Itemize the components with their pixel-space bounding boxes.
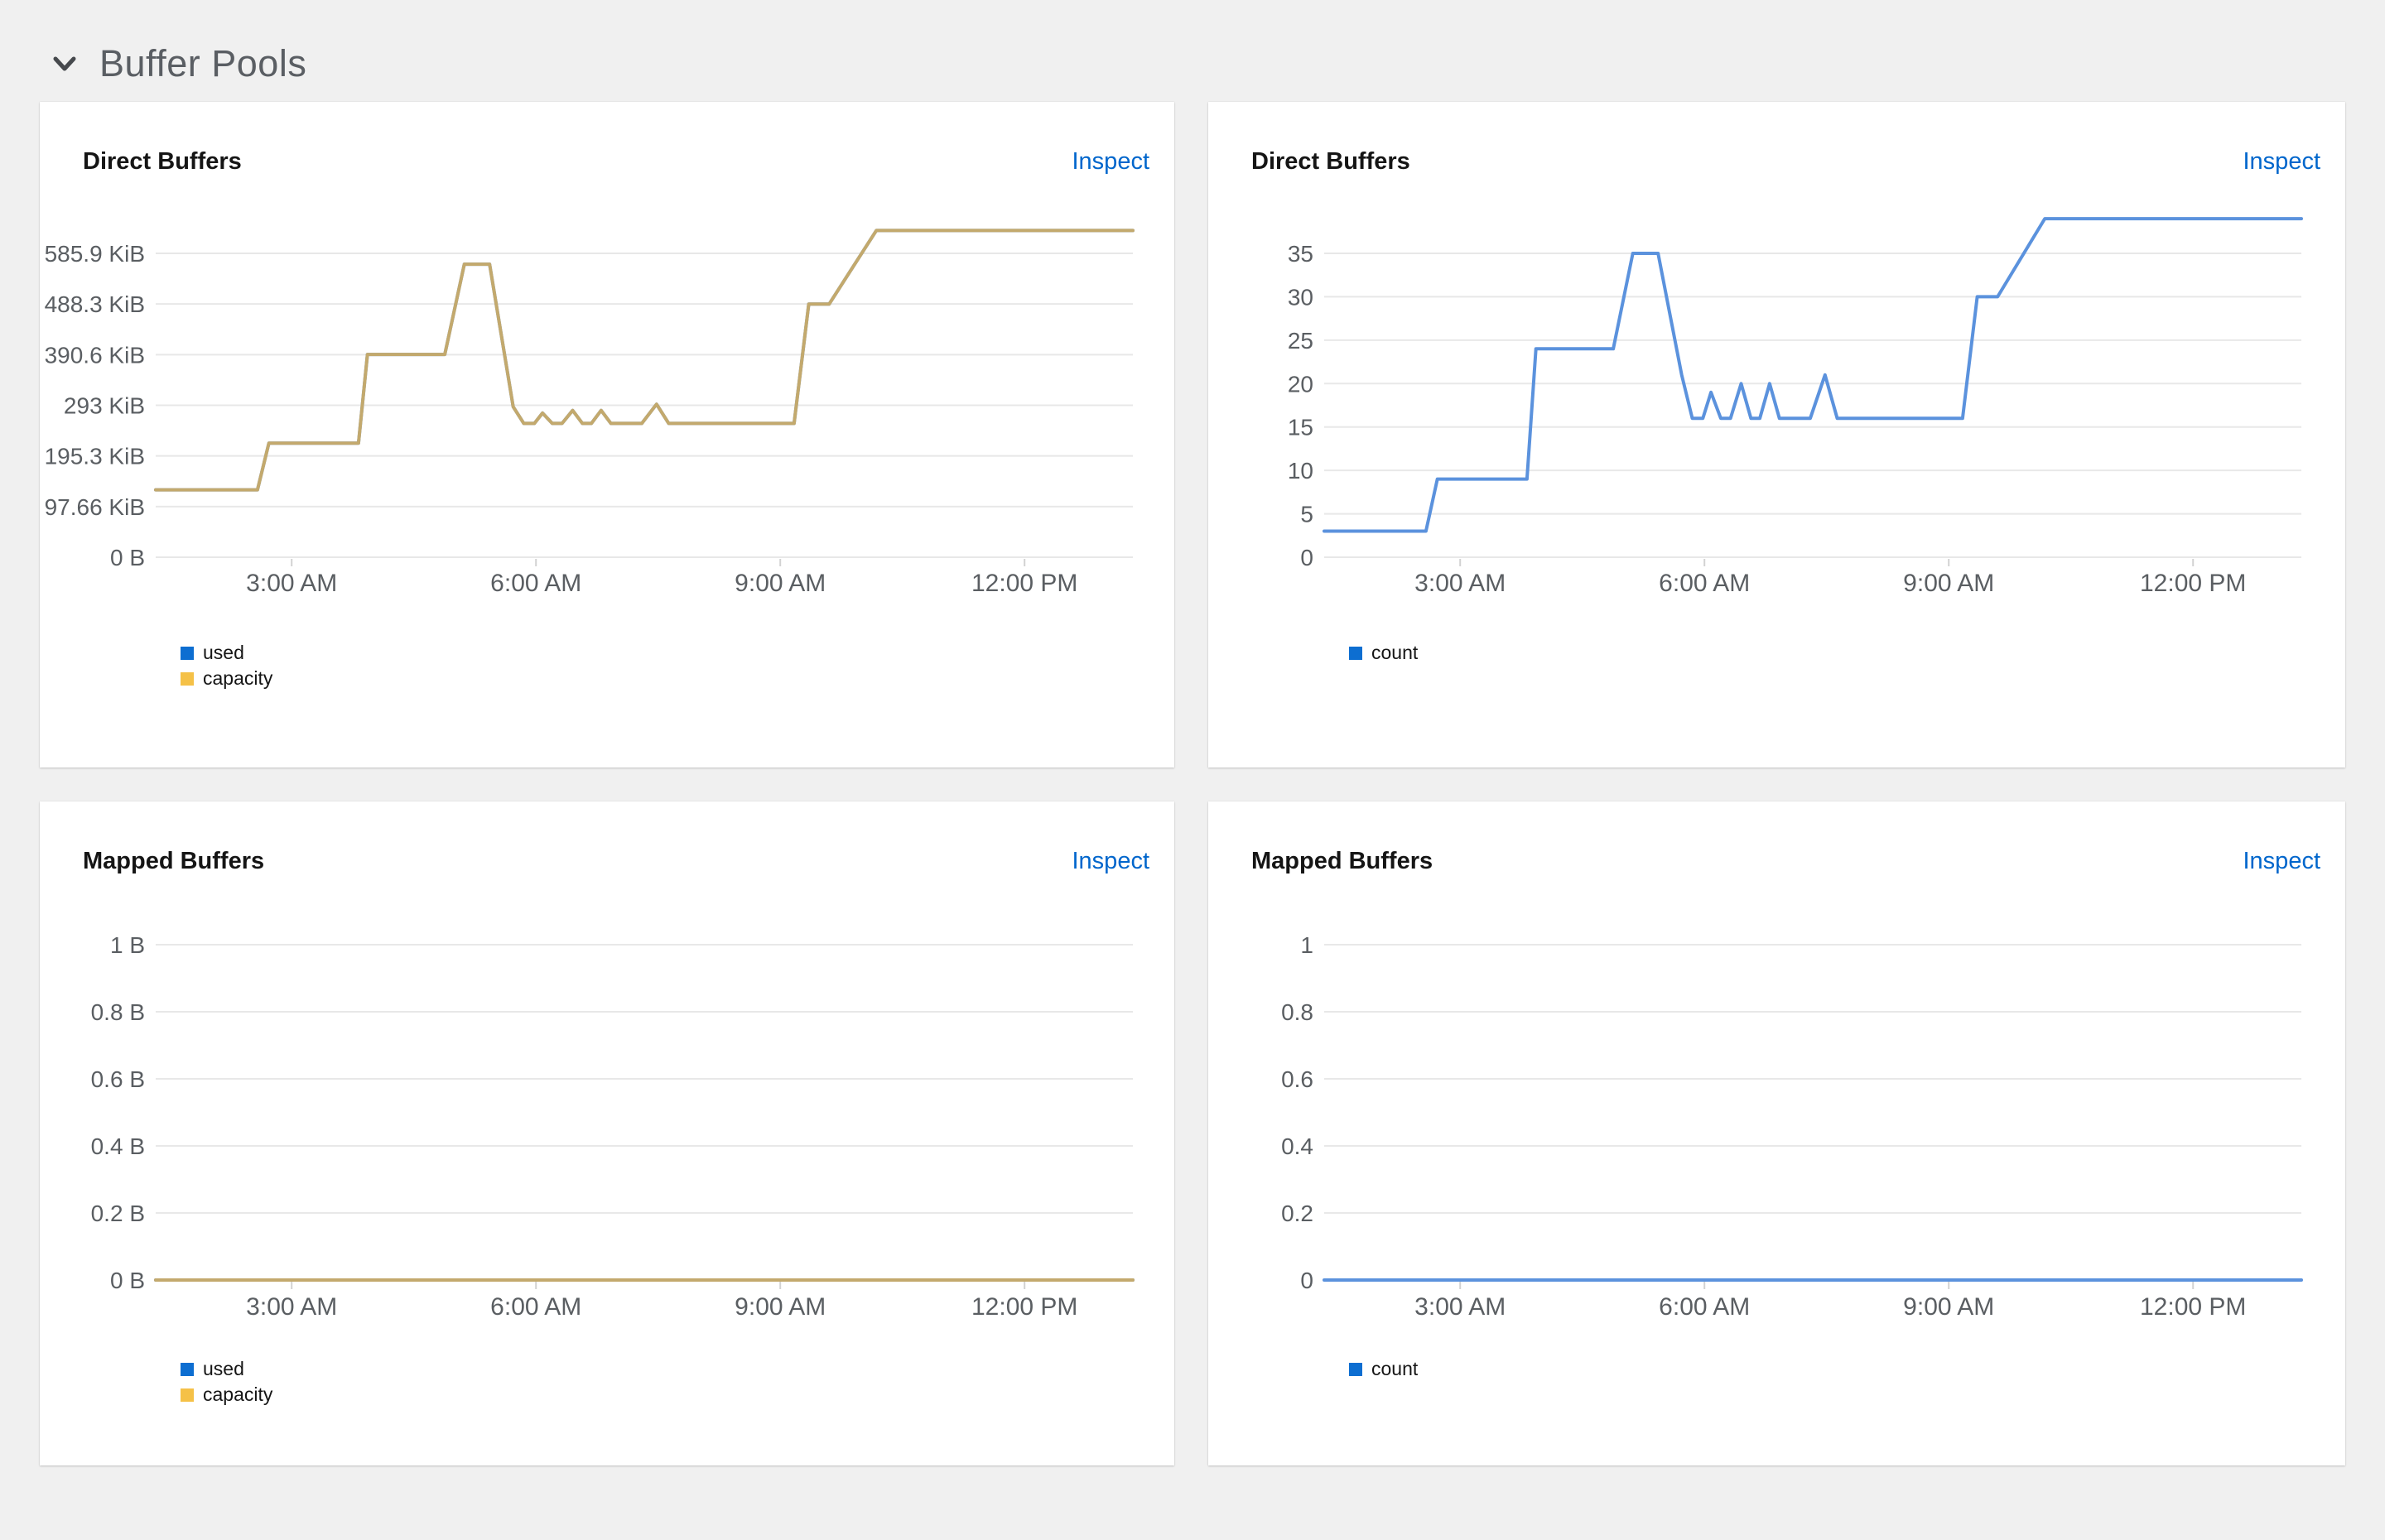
inspect-link[interactable]: Inspect [2243,148,2321,176]
y-axis-label: 1 [1300,932,1313,958]
x-axis-label: 6:00 AM [1659,1293,1750,1321]
y-axis-label: 1 B [110,932,145,958]
chevron-down-icon [50,49,80,79]
chart-legend: used capacity [181,640,272,691]
inspect-link[interactable]: Inspect [1072,848,1150,875]
panel-mapped-buffers-usage: Mapped Buffers Inspect 0 B 0.2 B 0.4 B 0.6 … [40,801,1174,1465]
legend-item-capacity: capacity [181,1382,272,1408]
panel-header: Mapped Buffers Inspect [83,845,1149,878]
panel-grid: Direct Buffers Inspect 0 B 97.66 KiB 195.3… [40,102,2345,1465]
y-axis-label: 488.3 KiB [45,291,145,317]
y-axis-label: 0 [1300,545,1313,570]
y-axis-label: 0.4 [1281,1133,1313,1159]
panel-mapped-buffers-count: Mapped Buffers Inspect 0 0.2 0.4 0.6 0.8 1 3:0… [1208,801,2345,1465]
legend-label: used [203,1358,244,1380]
legend-item-count: count [1349,640,1418,666]
x-axis-label: 3:00 AM [1414,1293,1506,1321]
x-axis-label: 6:00 AM [490,570,581,597]
series-line-capacity [156,230,1133,489]
legend-swatch-icon [181,1363,194,1376]
y-axis-label: 35 [1288,241,1313,267]
legend-item-capacity: capacity [181,666,272,691]
x-axis-label: 12:00 PM [2140,1293,2246,1321]
direct-buffers-count-chart[interactable]: 0 5 10 15 20 25 30 35 3:00 AM 6:00 AM 9:00 AM 12:00… [1208,102,2345,768]
y-axis-label: 0.6 [1281,1066,1313,1092]
legend-item-count: count [1349,1356,1418,1382]
y-axis-label: 293 KiB [64,392,145,418]
inspect-link[interactable]: Inspect [1072,148,1150,176]
x-axis-label: 12:00 PM [971,1293,1077,1321]
panel-title: Direct Buffers [83,148,242,176]
section-title: Buffer Pools [99,42,306,85]
x-axis-label: 9:00 AM [735,1293,826,1321]
legend-label: count [1371,1358,1418,1380]
chart-legend: count [1349,640,1418,666]
chart-legend: used capacity [181,1356,272,1408]
legend-label: capacity [203,1384,272,1406]
legend-swatch-icon [181,672,194,686]
panel-title: Mapped Buffers [83,848,264,875]
y-axis-label: 0.2 [1281,1201,1313,1226]
legend-label: used [203,642,244,664]
chart-legend: count [1349,1356,1418,1382]
y-axis-label: 0.4 B [91,1133,145,1159]
legend-item-used: used [181,640,272,666]
y-axis-label: 0.8 [1281,999,1313,1025]
legend-swatch-icon [1349,647,1362,660]
x-axis-label: 3:00 AM [1414,570,1506,597]
legend-swatch-icon [181,1388,194,1402]
y-axis-label: 97.66 KiB [45,494,145,520]
legend-label: count [1371,642,1418,664]
y-axis-label: 585.9 KiB [45,241,145,267]
panel-title: Mapped Buffers [1251,848,1433,875]
y-axis-label: 25 [1288,328,1313,354]
y-axis-label: 5 [1300,502,1313,527]
series-line-used [156,230,1133,489]
x-axis-label: 12:00 PM [971,570,1077,597]
legend-item-used: used [181,1356,272,1382]
panel-header: Direct Buffers Inspect [1251,145,2320,178]
buffer-pools-section-toggle[interactable]: Buffer Pools [50,39,306,89]
legend-label: capacity [203,667,272,690]
y-axis-label: 0.6 B [91,1066,145,1092]
panel-title: Direct Buffers [1251,148,1410,176]
y-axis-label: 0 B [110,1268,145,1293]
y-axis-label: 195.3 KiB [45,444,145,469]
legend-swatch-icon [1349,1363,1362,1376]
x-axis-label: 6:00 AM [1659,570,1750,597]
panel-header: Direct Buffers Inspect [83,145,1149,178]
x-axis-label: 12:00 PM [2140,570,2246,597]
y-axis-label: 15 [1288,415,1313,440]
y-axis-label: 0 [1300,1268,1313,1293]
y-axis-label: 20 [1288,371,1313,397]
panel-direct-buffers-count: Direct Buffers Inspect 0 5 10 15 20 25 30 35 3:0… [1208,102,2345,768]
y-axis-label: 0.8 B [91,999,145,1025]
y-axis-label: 10 [1288,458,1313,484]
x-axis-label: 6:00 AM [490,1293,581,1321]
y-axis-label: 390.6 KiB [45,342,145,368]
legend-swatch-icon [181,647,194,660]
series-line-count [1324,219,2301,531]
panel-header: Mapped Buffers Inspect [1251,845,2320,878]
panel-direct-buffers-usage: Direct Buffers Inspect 0 B 97.66 KiB 195.3… [40,102,1174,768]
y-axis-label: 0.2 B [91,1201,145,1226]
buffer-pools-dashboard: { "section": { "title": "Buffer Pools" }… [0,0,2385,1540]
x-axis-label: 3:00 AM [246,1293,337,1321]
x-axis-label: 3:00 AM [246,570,337,597]
x-axis-label: 9:00 AM [735,570,826,597]
y-axis-label: 30 [1288,284,1313,310]
x-axis-label: 9:00 AM [1903,570,1994,597]
x-axis-label: 9:00 AM [1903,1293,1994,1321]
inspect-link[interactable]: Inspect [2243,848,2321,875]
y-axis-label: 0 B [110,545,145,570]
